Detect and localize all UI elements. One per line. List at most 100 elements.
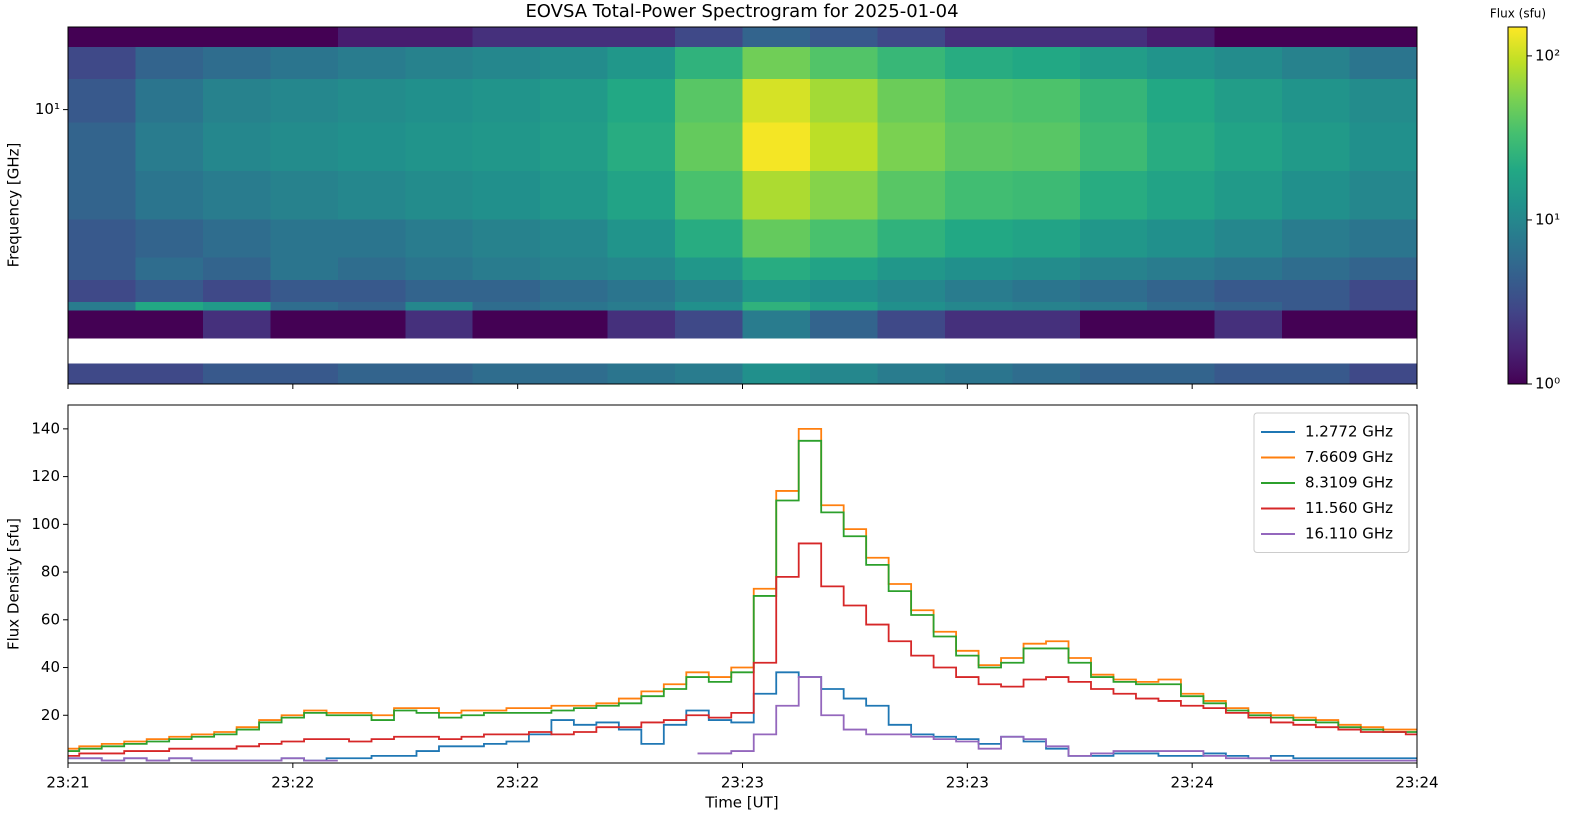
series-line: [68, 542, 1417, 757]
heatmap-cell: [607, 257, 676, 281]
heatmap-cell: [1012, 301, 1081, 311]
heatmap-cell: [68, 122, 136, 171]
heatmap-cell: [944, 170, 1013, 220]
heatmap-cell: [472, 122, 541, 171]
heatmap-cell: [944, 279, 1013, 302]
heatmap-cell: [1012, 363, 1081, 385]
heatmap-cell: [540, 46, 609, 79]
heatmap-cell: [675, 46, 743, 79]
series-line: [68, 427, 1417, 750]
heatmap-cell: [270, 27, 339, 47]
heatmap-cell: [1349, 363, 1418, 385]
heatmap-cell: [607, 218, 676, 258]
chart-title: EOVSA Total-Power Spectrogram for 2025-0…: [525, 1, 958, 22]
heatmap-cell: [1282, 170, 1351, 220]
heatmap-cell: [675, 78, 743, 123]
heatmap-cell: [675, 257, 743, 281]
heatmap-cell: [1282, 279, 1351, 302]
colorbar-label: Flux (sfu): [1490, 7, 1546, 21]
y-tick-label: 100: [31, 515, 60, 533]
heatmap-cell: [877, 78, 946, 123]
heatmap-cell: [472, 363, 541, 385]
heatmap-cell: [270, 78, 339, 123]
heatmap-cell: [742, 122, 811, 171]
heatmap-cell: [1214, 301, 1283, 311]
heatmap-cell: [472, 46, 541, 79]
heatmap-cell: [270, 301, 339, 311]
heatmap-cell: [405, 257, 474, 281]
heatmap-cell: [472, 301, 541, 311]
y-axis-label: Flux Density [sfu]: [5, 518, 23, 650]
heatmap-cell: [1282, 46, 1351, 79]
heatmap-cell: [877, 27, 946, 47]
heatmap-cell: [540, 301, 609, 311]
heatmap-cell: [1282, 257, 1351, 281]
heatmap-cell: [1282, 78, 1351, 123]
heatmap-cell: [1214, 279, 1283, 302]
heatmap-cell: [877, 218, 946, 258]
heatmap-cell: [607, 310, 676, 339]
heatmap-cell: [1147, 27, 1216, 47]
x-axis-label: Time [UT]: [704, 794, 778, 812]
heatmap-cell: [1079, 363, 1148, 385]
heatmap-cell: [742, 218, 811, 258]
heatmap-cell: [1079, 257, 1148, 281]
heatmap-cell: [809, 46, 878, 79]
heatmap-cell: [337, 122, 406, 171]
heatmap-cell: [1349, 170, 1418, 220]
heatmap-cell: [1147, 78, 1216, 123]
heatmap-cell: [135, 301, 204, 311]
heatmap-cell: [1349, 279, 1418, 302]
heatmap-cell: [1214, 46, 1283, 79]
heatmap-cell: [1282, 301, 1351, 311]
heatmap-cell: [472, 218, 541, 258]
heatmap-cell: [135, 279, 204, 302]
series-line: [68, 439, 1417, 752]
heatmap-cell: [540, 218, 609, 258]
heatmap-cell: [1214, 170, 1283, 220]
heatmap-cell: [607, 122, 676, 171]
heatmap-cell: [540, 279, 609, 302]
heatmap-cell: [540, 257, 609, 281]
heatmap-cell: [1147, 279, 1216, 302]
heatmap-cell: [1282, 122, 1351, 171]
heatmap-cell: [877, 310, 946, 339]
legend-box: [1253, 412, 1410, 553]
heatmap-cell: [202, 27, 271, 47]
heatmap-cell: [607, 78, 676, 123]
heatmap-cell: [607, 27, 676, 47]
x-tick-label: 23:24: [1395, 774, 1438, 792]
heatmap-cell: [270, 310, 339, 339]
heatmap-cell: [944, 218, 1013, 258]
legend-label: 11.560 GHz: [1305, 499, 1393, 517]
heatmap-cell: [135, 257, 204, 281]
heatmap-cell: [607, 301, 676, 311]
heatmap-cell: [809, 170, 878, 220]
heatmap-cell: [337, 46, 406, 79]
heatmap-cell: [1349, 27, 1418, 47]
heatmap-cell: [809, 78, 878, 123]
heatmap: [68, 27, 1418, 385]
heatmap-cell: [877, 257, 946, 281]
heatmap-cell: [202, 301, 271, 311]
y-tick-label: 80: [41, 563, 60, 581]
heatmap-cell: [675, 27, 743, 47]
heatmap-cell: [675, 301, 743, 311]
heatmap-cell: [270, 257, 339, 281]
heatmap-cell: [1079, 279, 1148, 302]
colorbar-tick-label: 10⁰: [1535, 375, 1560, 393]
x-tick-label: 23:24: [1171, 774, 1214, 792]
x-tick-label: 23:22: [496, 774, 539, 792]
heatmap-cell: [675, 279, 743, 302]
heatmap-cell: [1079, 122, 1148, 171]
heatmap-cell: [1012, 218, 1081, 258]
heatmap-cell: [944, 78, 1013, 123]
heatmap-cell: [1214, 257, 1283, 281]
heatmap-cell: [1214, 78, 1283, 123]
heatmap-cell: [1214, 363, 1283, 385]
legend-label: 7.6609 GHz: [1305, 448, 1393, 466]
heatmap-cell: [68, 301, 136, 311]
heatmap-cell: [540, 78, 609, 123]
x-tick-label: 23:23: [946, 774, 989, 792]
heatmap-cell: [405, 46, 474, 79]
